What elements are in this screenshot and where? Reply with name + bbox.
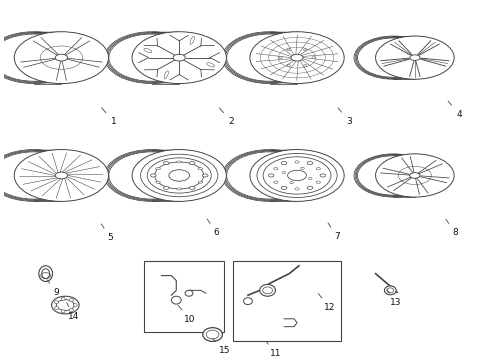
Ellipse shape [300, 167, 304, 169]
Ellipse shape [39, 266, 52, 282]
Ellipse shape [375, 36, 454, 79]
Ellipse shape [269, 174, 274, 177]
Ellipse shape [70, 309, 74, 311]
Ellipse shape [54, 306, 58, 309]
Ellipse shape [61, 297, 65, 300]
Ellipse shape [312, 57, 315, 59]
Ellipse shape [55, 172, 68, 179]
Ellipse shape [260, 284, 275, 296]
Ellipse shape [295, 161, 299, 163]
Ellipse shape [173, 172, 185, 179]
Ellipse shape [304, 49, 307, 51]
Text: 8: 8 [446, 219, 458, 238]
Ellipse shape [156, 181, 160, 183]
Ellipse shape [156, 168, 160, 170]
Text: 2: 2 [220, 108, 234, 126]
Ellipse shape [244, 298, 252, 305]
Ellipse shape [295, 188, 299, 190]
Ellipse shape [164, 162, 169, 165]
Ellipse shape [410, 55, 420, 60]
Ellipse shape [202, 174, 208, 177]
Text: 1: 1 [101, 108, 116, 126]
Ellipse shape [316, 167, 320, 170]
Ellipse shape [132, 149, 226, 201]
Text: 12: 12 [318, 293, 335, 312]
Ellipse shape [288, 170, 306, 181]
Ellipse shape [279, 57, 282, 59]
Bar [144, 261, 224, 332]
Ellipse shape [290, 181, 294, 184]
Ellipse shape [410, 173, 420, 178]
Text: 6: 6 [207, 219, 220, 238]
Ellipse shape [287, 64, 291, 66]
Ellipse shape [189, 162, 195, 165]
Ellipse shape [189, 186, 195, 189]
Text: 10: 10 [178, 305, 196, 324]
Ellipse shape [54, 301, 58, 304]
Ellipse shape [164, 186, 169, 189]
Ellipse shape [385, 286, 396, 295]
Ellipse shape [203, 328, 222, 341]
Ellipse shape [304, 64, 307, 66]
Ellipse shape [307, 162, 313, 165]
Ellipse shape [291, 172, 303, 179]
Ellipse shape [281, 186, 287, 189]
Ellipse shape [250, 32, 344, 84]
Ellipse shape [274, 167, 278, 170]
Ellipse shape [250, 149, 344, 201]
Ellipse shape [291, 54, 303, 61]
Text: 7: 7 [328, 223, 340, 242]
Text: 4: 4 [448, 101, 462, 119]
Ellipse shape [173, 54, 185, 61]
Ellipse shape [70, 298, 74, 302]
Ellipse shape [169, 170, 190, 181]
Ellipse shape [177, 188, 182, 190]
Ellipse shape [316, 181, 320, 183]
Ellipse shape [55, 54, 68, 61]
Text: 11: 11 [266, 342, 281, 358]
Ellipse shape [287, 49, 291, 51]
Ellipse shape [308, 177, 312, 180]
Ellipse shape [73, 303, 77, 306]
Ellipse shape [282, 171, 286, 174]
Bar [233, 261, 341, 341]
Ellipse shape [307, 186, 313, 189]
Ellipse shape [61, 310, 65, 313]
Ellipse shape [375, 154, 454, 197]
Text: 13: 13 [387, 290, 402, 307]
Text: 5: 5 [101, 224, 113, 242]
Text: 3: 3 [338, 108, 352, 126]
Ellipse shape [274, 181, 278, 183]
Text: 15: 15 [213, 338, 230, 355]
Ellipse shape [177, 161, 182, 163]
Ellipse shape [132, 32, 226, 84]
Text: 9: 9 [47, 280, 59, 297]
Text: 14: 14 [67, 303, 80, 321]
Ellipse shape [281, 162, 287, 165]
Ellipse shape [14, 149, 108, 201]
Ellipse shape [198, 181, 203, 183]
Ellipse shape [150, 174, 156, 177]
Ellipse shape [198, 168, 203, 170]
Ellipse shape [14, 32, 108, 84]
Ellipse shape [320, 174, 326, 177]
Ellipse shape [51, 296, 79, 314]
